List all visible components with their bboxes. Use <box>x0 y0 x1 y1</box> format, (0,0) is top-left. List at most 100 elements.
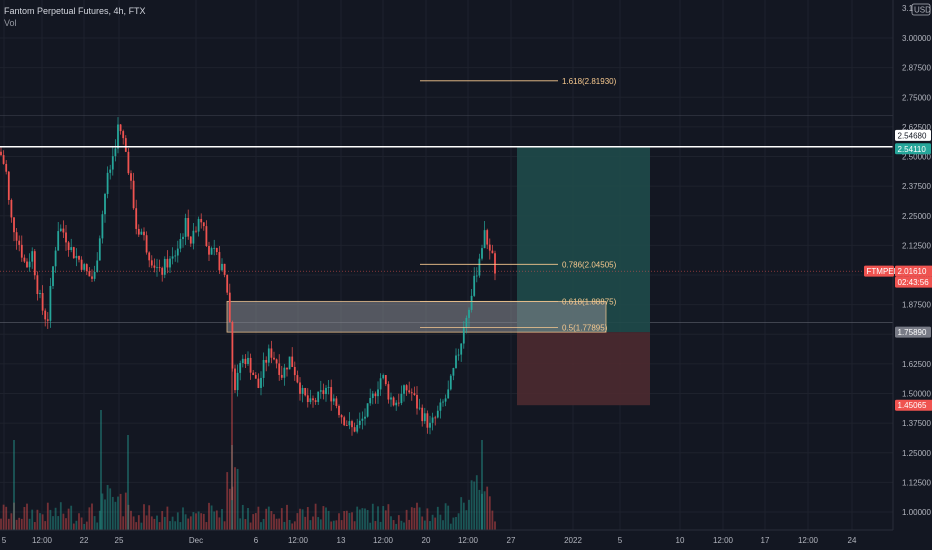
candle-body <box>7 171 10 201</box>
time-tick-label: 25 <box>115 536 124 545</box>
price-tag-resistance-upper-bg <box>895 129 931 141</box>
volume-bar <box>184 514 187 530</box>
volume-bar <box>104 499 106 530</box>
candle-body <box>117 124 119 149</box>
candle-body <box>234 368 236 391</box>
candle-body <box>174 255 177 257</box>
price-tag-entry-bg <box>895 326 931 338</box>
volume-bar <box>416 502 418 530</box>
volume-bar <box>325 507 327 530</box>
candle-body <box>423 413 426 422</box>
candle-body <box>127 151 130 174</box>
candle-body <box>403 385 405 394</box>
candle-body <box>135 208 138 229</box>
volume-bar <box>377 506 379 530</box>
candle-body <box>366 403 369 417</box>
time-tick-label: 12:00 <box>32 536 53 545</box>
candle-body <box>309 398 312 403</box>
volume-bar <box>387 504 390 530</box>
candle-body <box>80 259 83 270</box>
candle-body <box>98 238 101 261</box>
candle-body <box>397 402 400 404</box>
volume-bar <box>384 510 387 530</box>
volume-bar <box>369 522 372 530</box>
candle-body <box>434 417 437 419</box>
candle-body <box>387 384 390 400</box>
volume-bar <box>356 506 359 530</box>
candle-body <box>280 374 283 378</box>
candle-body <box>109 169 112 173</box>
volume-bar <box>358 509 361 530</box>
candle-body <box>462 327 465 344</box>
candle-body <box>400 393 403 404</box>
candle-body <box>364 416 366 419</box>
candle-body <box>192 230 195 244</box>
candle-body <box>208 246 210 255</box>
volume-bar <box>127 504 130 530</box>
fib-level-label: 1.618(2.81930) <box>562 77 617 86</box>
candle-body <box>410 392 413 394</box>
chart-grid <box>0 0 893 530</box>
candle-body <box>5 163 8 172</box>
candle-body <box>442 401 444 403</box>
price-tag-last-bg <box>895 265 932 277</box>
volume-bar <box>434 517 437 530</box>
candle-body <box>241 358 244 364</box>
volume-bar <box>75 520 78 530</box>
candle-body <box>210 248 213 255</box>
candle-body <box>33 251 36 276</box>
candle-body <box>299 382 301 394</box>
volume-bar <box>374 521 377 530</box>
volume-bar <box>348 512 351 530</box>
price-tick-label: 1.25000 <box>902 449 931 458</box>
volume-bar <box>93 516 96 530</box>
candle-body <box>330 387 333 402</box>
time-tick-label: 27 <box>507 536 516 545</box>
candle-body <box>288 356 291 370</box>
volume-bar <box>436 506 439 530</box>
candle-body <box>452 368 455 376</box>
volume-bar <box>137 515 140 530</box>
volume-bar <box>33 522 36 530</box>
loss-zone <box>517 332 650 406</box>
candle-body <box>67 242 70 251</box>
volume-bar <box>254 513 257 530</box>
candle-body <box>465 317 468 328</box>
volume-bar <box>122 516 125 530</box>
candle-body <box>348 421 351 426</box>
volume-bar <box>166 506 169 530</box>
candle-body <box>182 236 184 240</box>
volume-bar <box>23 506 26 530</box>
candle-body <box>314 400 317 402</box>
symbol-title[interactable]: Fantom Perpetual Futures, 4h, FTX <box>4 6 146 16</box>
candle-body <box>57 231 60 251</box>
volume-bar <box>215 510 218 530</box>
candle-body <box>319 390 322 392</box>
volume-bar <box>169 521 171 530</box>
volume-bar <box>163 516 166 530</box>
candle-body <box>413 393 416 395</box>
volume-bar <box>304 516 307 530</box>
volume-bar <box>189 516 192 530</box>
volume-bar <box>455 517 457 530</box>
volume-bar <box>36 509 39 530</box>
volume-bar <box>202 513 205 530</box>
volume-bar <box>210 505 213 530</box>
volume-bar <box>327 510 330 530</box>
volume-bar <box>182 507 184 530</box>
candle-body <box>132 180 135 209</box>
volume-bar <box>158 522 161 530</box>
candle-body <box>345 425 348 427</box>
candle-body <box>145 235 148 253</box>
candle-body <box>140 231 143 235</box>
candle-body <box>36 275 39 294</box>
fib-level-label: 0.5(1.77895) <box>562 323 608 332</box>
candle-body <box>283 367 286 378</box>
time-axis[interactable]: 5 12:00 22 25 Dec 6 12:00 13 12:00 20 12:00 27 2022 5… <box>0 529 893 545</box>
volume-label[interactable]: Vol <box>4 18 17 28</box>
volume-bar <box>119 493 122 530</box>
candle-body <box>26 261 28 268</box>
volume-bar <box>288 519 291 530</box>
price-tick-label: 1.87500 <box>902 301 931 310</box>
